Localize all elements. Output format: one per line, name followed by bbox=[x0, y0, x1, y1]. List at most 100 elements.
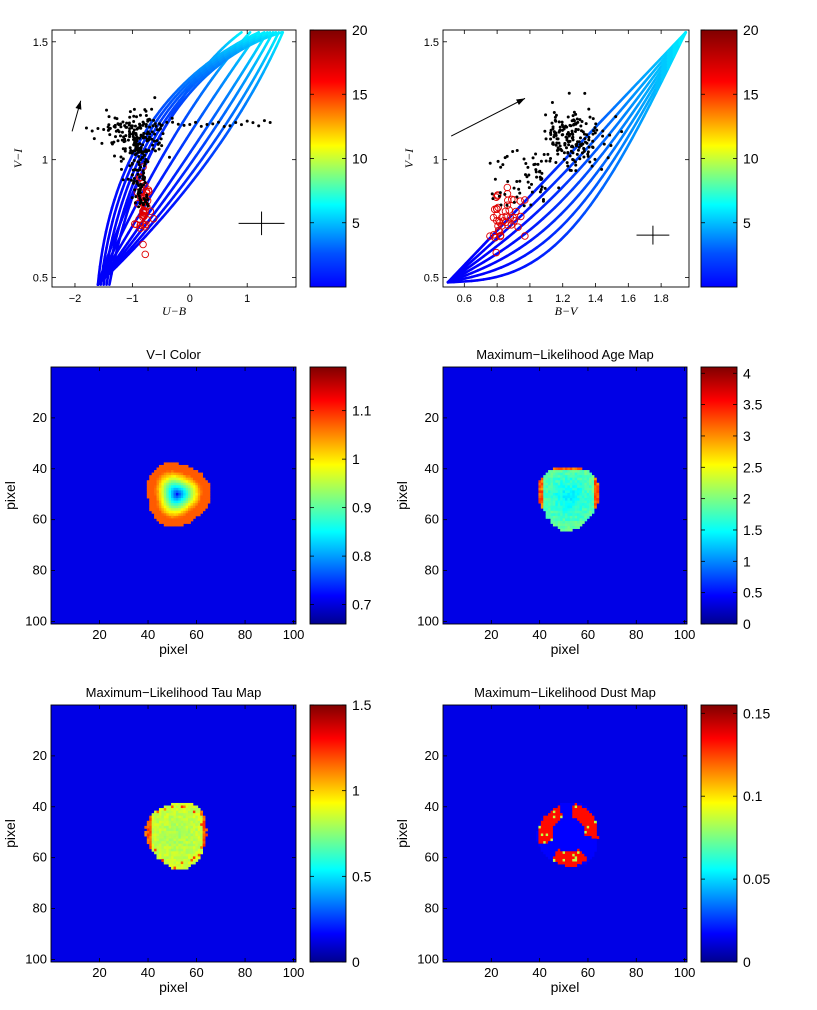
map-pixel bbox=[577, 856, 580, 859]
map-pixel bbox=[195, 821, 198, 824]
map-pixel bbox=[188, 508, 191, 511]
model-track-segment bbox=[108, 230, 110, 239]
map-pixel bbox=[538, 493, 541, 496]
map-pixel bbox=[161, 834, 164, 837]
map-pixel bbox=[575, 861, 578, 864]
map-pixel bbox=[190, 834, 193, 837]
map-pixel bbox=[553, 473, 556, 476]
map-pixel bbox=[546, 483, 549, 486]
map-pixel bbox=[190, 828, 193, 831]
map-pixel bbox=[592, 854, 595, 857]
model-track-segment bbox=[107, 239, 109, 248]
map-pixel bbox=[582, 828, 585, 831]
map-pixel bbox=[563, 498, 566, 501]
map-pixel bbox=[572, 498, 575, 501]
black-data-point bbox=[142, 122, 145, 125]
map-pixel bbox=[572, 506, 575, 509]
map-pixel bbox=[546, 496, 549, 499]
map-pixel bbox=[193, 836, 196, 839]
map-pixel bbox=[584, 813, 587, 816]
map-pixel bbox=[541, 503, 544, 506]
black-data-point bbox=[518, 192, 521, 195]
map-pixel bbox=[171, 465, 174, 468]
map-pixel bbox=[186, 518, 189, 521]
map-pixel bbox=[186, 861, 189, 864]
map-pixel bbox=[584, 856, 587, 859]
black-data-point bbox=[133, 177, 136, 180]
black-data-point bbox=[564, 125, 567, 128]
map-pixel bbox=[572, 473, 575, 476]
map-pixel bbox=[186, 470, 189, 473]
map-pixel bbox=[149, 508, 152, 511]
black-data-point bbox=[132, 182, 135, 185]
map-pixel bbox=[594, 480, 597, 483]
map-pixel bbox=[572, 521, 575, 524]
map-pixel bbox=[190, 803, 193, 806]
black-data-point bbox=[591, 140, 594, 143]
map-pixel bbox=[174, 834, 177, 837]
map-pixel bbox=[164, 518, 167, 521]
map-pixel bbox=[193, 496, 196, 499]
colorbar bbox=[310, 30, 346, 287]
map-pixel bbox=[553, 823, 556, 826]
map-pixel bbox=[572, 864, 575, 867]
map-pixel bbox=[563, 806, 566, 809]
map-pixel bbox=[587, 511, 590, 514]
map-pixel bbox=[538, 828, 541, 831]
map-pixel bbox=[193, 831, 196, 834]
model-track-segment bbox=[103, 240, 105, 249]
map-pixel bbox=[572, 526, 575, 529]
map-pixel bbox=[551, 506, 554, 509]
map-pixel bbox=[555, 849, 558, 852]
map-pixel bbox=[538, 480, 541, 483]
map-pixel bbox=[198, 475, 201, 478]
map-pixel bbox=[582, 841, 585, 844]
map-pixel bbox=[553, 849, 556, 852]
map-pixel bbox=[575, 849, 578, 852]
map-pixel bbox=[548, 503, 551, 506]
map-pixel bbox=[558, 485, 561, 488]
black-data-point bbox=[124, 140, 127, 143]
map-pixel bbox=[169, 856, 172, 859]
map-pixel bbox=[178, 811, 181, 814]
map-pixel bbox=[582, 859, 585, 862]
map-pixel bbox=[181, 828, 184, 831]
y-tick-label: 20 bbox=[425, 410, 439, 425]
black-data-point bbox=[142, 203, 145, 206]
map-pixel bbox=[592, 478, 595, 481]
map-pixel bbox=[553, 851, 556, 854]
black-data-point bbox=[593, 158, 596, 161]
map-pixel bbox=[572, 470, 575, 473]
map-pixel bbox=[560, 859, 563, 862]
map-pixel bbox=[186, 828, 189, 831]
map-pixel bbox=[592, 508, 595, 511]
black-data-point bbox=[217, 121, 220, 124]
colorbar-tick-label: 0 bbox=[743, 954, 751, 970]
black-data-point bbox=[587, 150, 590, 153]
map-pixel bbox=[546, 841, 549, 844]
map-pixel bbox=[174, 493, 177, 496]
map-pixel bbox=[200, 836, 203, 839]
map-pixel bbox=[555, 516, 558, 519]
map-pixel bbox=[161, 501, 164, 504]
map-pixel bbox=[174, 828, 177, 831]
map-pixel bbox=[166, 503, 169, 506]
black-data-point bbox=[160, 124, 163, 127]
map-pixel bbox=[186, 851, 189, 854]
map-pixel bbox=[159, 816, 162, 819]
map-pixel bbox=[152, 501, 155, 504]
map-pixel bbox=[584, 501, 587, 504]
y-tick-label: 1 bbox=[433, 155, 439, 167]
reddening-arrow-head bbox=[516, 98, 525, 105]
map-pixel bbox=[592, 480, 595, 483]
map-pixel bbox=[157, 828, 160, 831]
map-pixel bbox=[171, 493, 174, 496]
map-pixel bbox=[538, 834, 541, 837]
map-pixel bbox=[186, 859, 189, 862]
map-pixel bbox=[541, 480, 544, 483]
map-pixel bbox=[193, 513, 196, 516]
black-data-point bbox=[600, 168, 603, 171]
map-pixel bbox=[149, 485, 152, 488]
map-pixel bbox=[159, 480, 162, 483]
map-pixel bbox=[166, 861, 169, 864]
